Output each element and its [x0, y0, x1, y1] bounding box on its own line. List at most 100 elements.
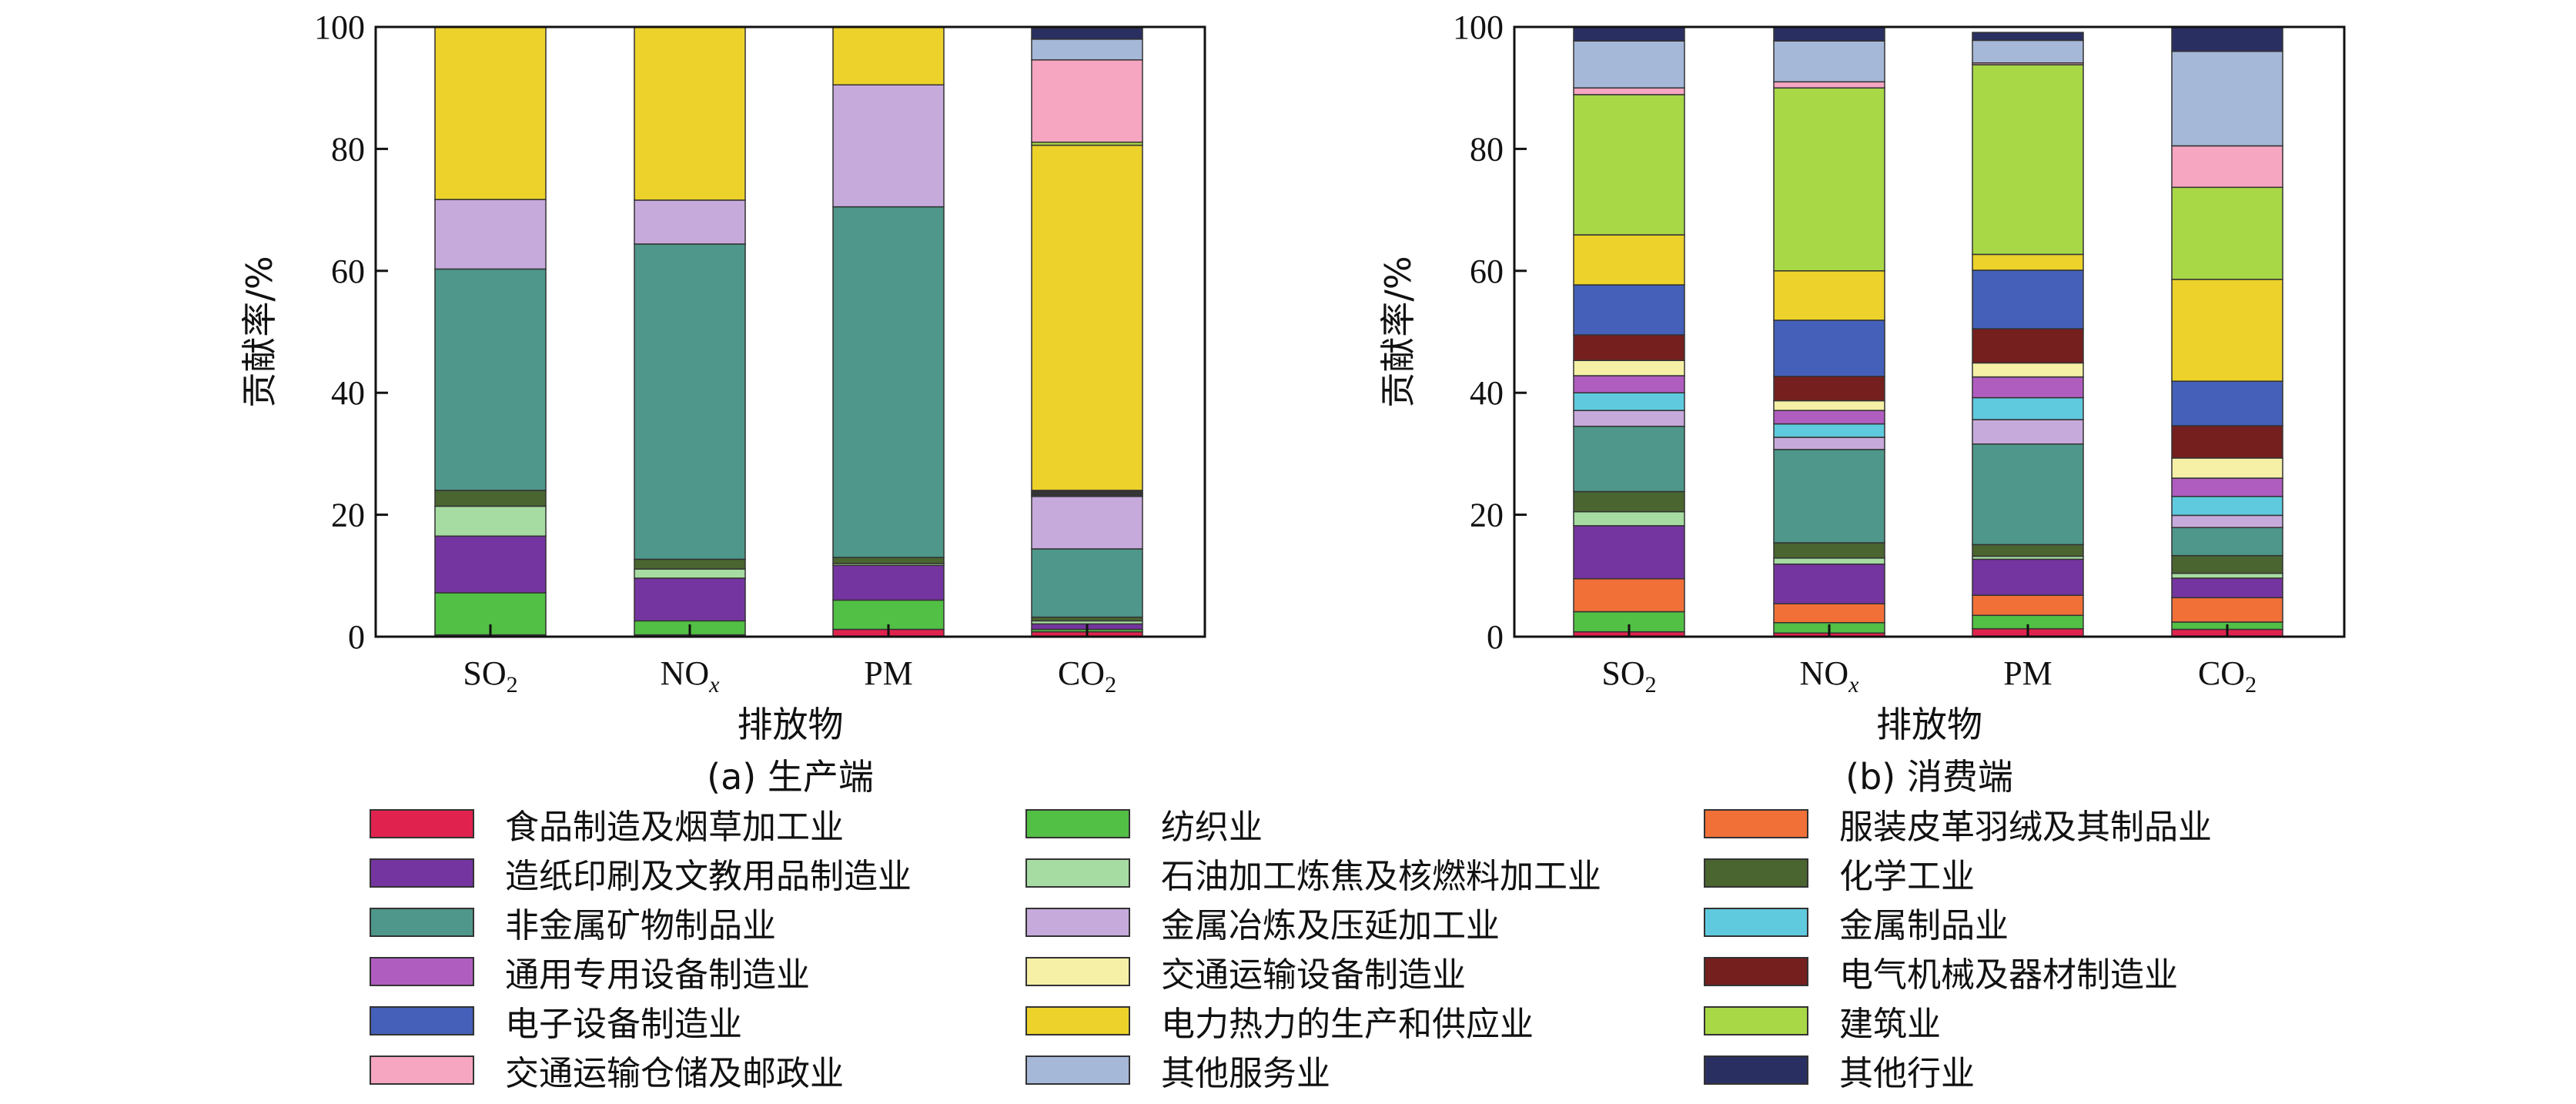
bar-segment: [1573, 490, 1685, 513]
legend-item: 造纸印刷及文教用品制造业: [370, 853, 912, 896]
bar-segment: [1573, 26, 1685, 42]
bar-segment: [1573, 334, 1685, 361]
bar-segment: [634, 243, 746, 560]
legend-swatch: [370, 809, 474, 838]
bar-segment: [2171, 145, 2283, 189]
legend-label: 交通运输设备制造业: [1161, 955, 1466, 995]
panel-production: 0 20 40 60 80 100 SO2 NOx PM CO2 贡献率/% 排放物 (a) 生产端: [239, 8, 1206, 798]
legend-swatch: [1704, 957, 1808, 986]
bar-segment: [2171, 477, 2283, 497]
legend-item: 食品制造及烟草加工业: [370, 804, 844, 847]
bar-segment: [1773, 437, 1885, 450]
bar-segment: [1972, 253, 2084, 271]
legend-swatch: [1025, 957, 1130, 986]
legend-item: 交通运输设备制造业: [1025, 952, 1466, 995]
bar-segment: [1972, 443, 2084, 546]
y-tick-label: 80: [1470, 130, 1504, 168]
x-tick-label: SO2: [1601, 654, 1656, 698]
legend-item: 服装皮革羽绒及其制品业: [1704, 804, 2212, 847]
legend-swatch: [370, 858, 474, 888]
bar-segment: [2171, 597, 2283, 623]
legend-item: 非金属矿物制品业: [370, 902, 776, 945]
bar-segment: [832, 206, 945, 558]
x-tick-label: PM: [864, 654, 913, 692]
bar-segment: [1972, 32, 2084, 42]
bar-segment: [434, 505, 547, 537]
bar-segment: [1573, 360, 1685, 376]
bar-segment: [832, 564, 945, 601]
bar-segment: [1773, 400, 1885, 411]
bar-segment: [2171, 186, 2283, 280]
legend-item: 电气机械及器材制造业: [1704, 952, 2178, 995]
x-axis-label: 排放物: [1876, 704, 1982, 745]
legend-swatch: [370, 908, 474, 937]
bar-segment: [1573, 525, 1685, 580]
legend-label: 造纸印刷及文教用品制造业: [505, 857, 912, 896]
bar-segment: [2171, 577, 2283, 599]
bar-segment: [434, 535, 547, 594]
bar-segment: [1031, 496, 1143, 550]
legend-label: 电气机械及器材制造业: [1839, 955, 2178, 995]
bar-segment: [1573, 392, 1685, 411]
x-tick-label: NOx: [1800, 654, 1860, 698]
bar-segment: [1573, 87, 1685, 95]
y-tick-label: 40: [1470, 374, 1504, 412]
bar-segment: [832, 26, 945, 85]
bar-segment: [1972, 64, 2084, 256]
bar-segment: [1031, 27, 1143, 40]
y-tick-label: 60: [331, 253, 365, 290]
bar-segment: [634, 199, 746, 245]
bar-segment: [1773, 40, 1885, 83]
panel-caption: (a) 生产端: [707, 756, 874, 798]
legend-label: 电力热力的生产和供应业: [1161, 1005, 1534, 1044]
bar-segment: [434, 199, 547, 270]
legend-item: 电力热力的生产和供应业: [1025, 1001, 1534, 1044]
bar-segment: [832, 557, 945, 564]
y-tick-label: 80: [331, 130, 365, 168]
legend-label: 建筑业: [1839, 1005, 1941, 1044]
bar-segment: [2171, 514, 2283, 528]
legend-label: 其他服务业: [1161, 1054, 1330, 1093]
y-tick-label: 100: [1453, 8, 1504, 46]
legend-swatch: [1025, 1006, 1130, 1035]
bar-segment: [1773, 376, 1885, 402]
legend-item: 石油加工炼焦及核燃料加工业: [1025, 853, 1601, 896]
bar-segment: [2171, 26, 2283, 52]
bar-segment: [1573, 234, 1685, 286]
bar-segment: [1031, 548, 1143, 618]
bar-segment: [2171, 425, 2283, 459]
legend-label: 纺织业: [1161, 808, 1263, 847]
x-tick-label: PM: [2003, 654, 2052, 692]
x-tick-label: NOx: [661, 654, 721, 698]
legend-label: 电子设备制造业: [505, 1005, 742, 1044]
bar-segment: [2171, 279, 2283, 382]
legend-label: 食品制造及烟草加工业: [505, 808, 844, 847]
legend-swatch: [370, 1006, 474, 1035]
legend-swatch: [1704, 809, 1808, 838]
bar-segment: [434, 490, 547, 507]
bar-segment: [1031, 144, 1143, 491]
bar-segment: [1773, 319, 1885, 377]
legend-swatch: [1025, 809, 1130, 838]
bar-segment: [1573, 40, 1685, 89]
legend: 食品制造及烟草加工业 造纸印刷及文教用品制造业 非金属矿物制品业 通用专用设备制造业电…: [370, 804, 2371, 1104]
y-tick-label: 100: [314, 8, 365, 46]
bar-segment: [2171, 496, 2283, 517]
legend-label: 通用专用设备制造业: [505, 955, 810, 995]
bar-segment: [634, 577, 746, 622]
legend-label: 金属冶炼及压延加工业: [1161, 906, 1500, 945]
bar-segment: [1773, 423, 1885, 438]
bar-segment: [1972, 376, 2084, 399]
bar-segment: [1972, 419, 2084, 445]
bar-segment: [1972, 39, 2084, 64]
y-axis-label: 贡献率/%: [239, 256, 280, 407]
bar-segment: [1773, 564, 1885, 604]
bar-segment: [2171, 572, 2283, 579]
bar-segment: [1773, 449, 1885, 544]
legend-item: 金属冶炼及压延加工业: [1025, 902, 1500, 945]
legend-label: 金属制品业: [1839, 906, 2009, 945]
x-tick-label: CO2: [1058, 654, 1116, 698]
legend-swatch: [1704, 858, 1808, 888]
bar-segment: [1573, 284, 1685, 336]
